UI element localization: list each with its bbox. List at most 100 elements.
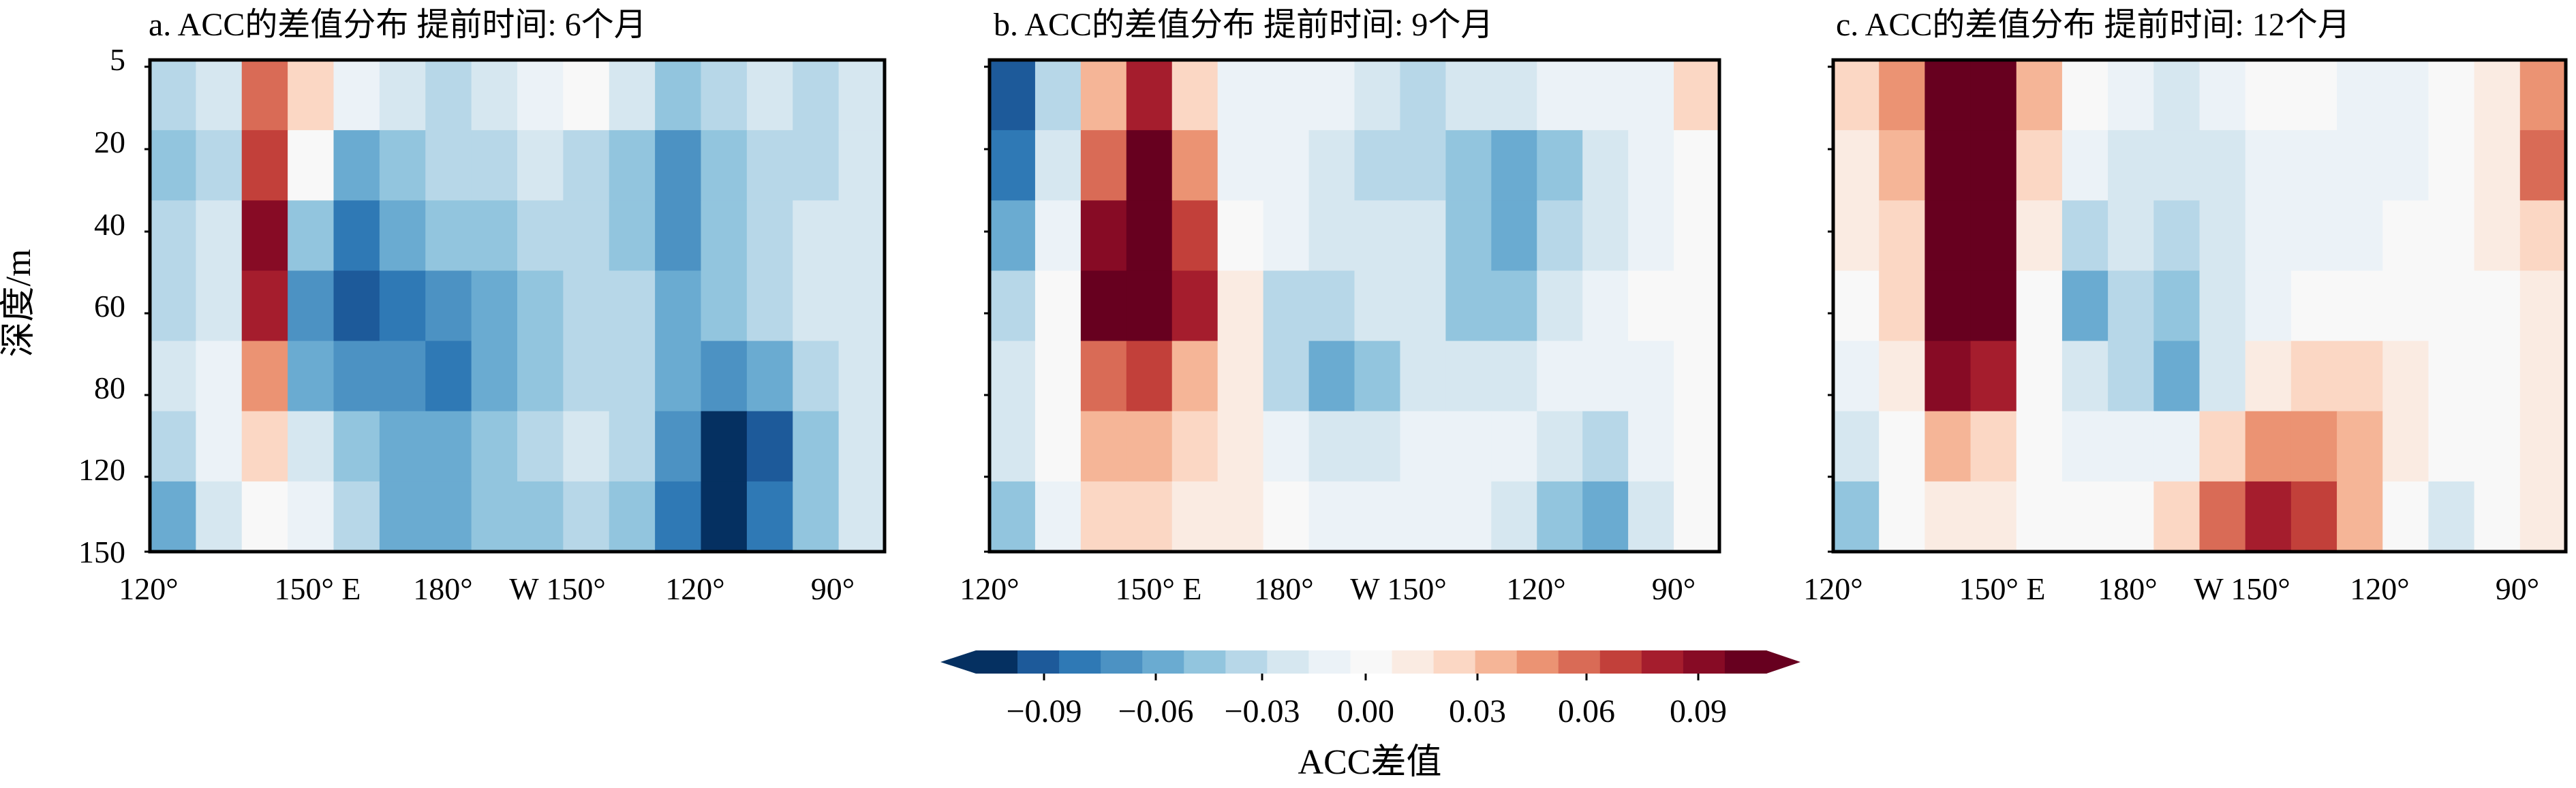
heatmap-cell (2474, 200, 2521, 272)
heatmap-cell (196, 60, 243, 131)
heatmap-cell (333, 481, 380, 552)
heatmap-cell (1628, 270, 1674, 342)
colorbar-tick-label: −0.03 (1224, 693, 1300, 729)
heatmap-cell (2199, 200, 2246, 272)
heatmap-cell (2337, 130, 2383, 201)
heatmap-cell (1879, 130, 1925, 201)
x-tick-label: W 150° (1350, 571, 1446, 606)
heatmap-cell (425, 481, 472, 552)
heatmap-cell (1970, 130, 2017, 201)
heatmap-cell (1034, 270, 1082, 342)
heatmap-cell (1034, 200, 1082, 272)
heatmap-cell (1080, 60, 1127, 131)
heatmap-cell (1217, 270, 1264, 342)
heatmap-cell (1537, 411, 1583, 482)
heatmap-cell (1126, 411, 1173, 482)
heatmap-cell (2428, 481, 2475, 552)
heatmap-cell (2061, 341, 2109, 412)
x-tick-label: 90° (1652, 571, 1696, 606)
heatmap-cell (990, 200, 1036, 272)
heatmap-cell (2519, 270, 2566, 342)
heatmap-cell (1034, 411, 1082, 482)
heatmap-cell (517, 341, 564, 412)
heatmap-cell (655, 481, 702, 552)
heatmap-cell (746, 60, 793, 131)
heatmap-cell (655, 341, 702, 412)
colorbar-swatch (1641, 650, 1684, 674)
colorbar-extend-max (1766, 650, 1800, 674)
heatmap-cell (1491, 341, 1537, 412)
heatmap-cell (609, 270, 656, 342)
heatmap-cell (1400, 200, 1446, 272)
heatmap-cell (1582, 481, 1629, 552)
colorbar-swatch (1101, 650, 1143, 674)
heatmap-cell (379, 200, 426, 272)
heatmap-cell (2428, 130, 2475, 201)
heatmap-cell (2108, 411, 2154, 482)
y-tick-labels: 5 20 40 60 80 120 150 (78, 42, 125, 569)
heatmap-cell (196, 481, 243, 552)
colorbar-tick-label: −0.09 (1006, 693, 1082, 729)
heatmap-cell (838, 341, 885, 412)
heatmap-cell (1080, 481, 1127, 552)
panel-frame (987, 58, 1721, 554)
heatmap-cell (2428, 411, 2475, 482)
heatmap-cell (1925, 200, 1972, 272)
heatmap-cell (655, 200, 702, 272)
heatmap-cell (1217, 60, 1264, 131)
x-tick-label: 120° (1506, 571, 1565, 606)
heatmap-cell (2290, 60, 2337, 131)
heatmap-cell (1445, 270, 1492, 342)
heatmap-cell (2016, 341, 2063, 412)
heatmap-cell (1833, 481, 1880, 552)
heatmap-cell (379, 130, 426, 201)
heatmap-cell (2016, 481, 2063, 552)
x-tick-label: 120° (665, 571, 724, 606)
heatmap-cell (333, 270, 380, 342)
heatmap-cell (2016, 130, 2063, 201)
heatmap-cell (1925, 481, 1972, 552)
heatmap-cell (241, 481, 288, 552)
heatmap-cell (379, 481, 426, 552)
heatmap-cell (2108, 341, 2154, 412)
heatmap-cell (2382, 341, 2429, 412)
colorbar-tick-labels: −0.09 −0.06 −0.03 0.00 0.03 0.06 0.09 (1006, 693, 1727, 729)
colorbar-swatch (1350, 650, 1393, 674)
heatmap-cell (1674, 341, 1720, 412)
heatmap-cell (793, 270, 840, 342)
heatmap-cell (1628, 130, 1674, 201)
heatmap-cell (990, 481, 1036, 552)
x-tick-label: W 150° (2194, 571, 2290, 606)
heatmap-cell (655, 130, 702, 201)
heatmap-cell (241, 130, 288, 201)
panel-frame (1831, 58, 2568, 554)
heatmap-cell (1970, 411, 2017, 482)
heatmap-cell (379, 411, 426, 482)
y-tick-label: 60 (94, 289, 125, 324)
heatmap-cell (563, 481, 610, 552)
heatmap-cell (563, 270, 610, 342)
y-axis-label: 深度/m (0, 249, 38, 358)
colorbar-tick-label: −0.06 (1118, 693, 1193, 729)
heatmap-cell (2290, 341, 2337, 412)
heatmap-cell (746, 341, 793, 412)
heatmap-cell (379, 270, 426, 342)
heatmap-cell (1879, 411, 1925, 482)
heatmap-cell (1263, 341, 1310, 412)
heatmap-cell (2519, 130, 2566, 201)
heatmap-cell (1833, 411, 1880, 482)
heatmap-cell (609, 481, 656, 552)
heatmap-cell (1308, 200, 1355, 272)
panel-a: a. ACC的差值分布 提前时间: 6个月 120° 150° E 180° W… (119, 7, 887, 606)
heatmap-cell (1628, 200, 1674, 272)
heatmap-cell (241, 341, 288, 412)
heatmap-cell (1400, 60, 1446, 131)
heatmap-cell (288, 481, 335, 552)
heatmap-cell (701, 411, 748, 482)
colorbar-label: ACC差值 (1298, 743, 1442, 782)
heatmap-cell (655, 60, 702, 131)
heatmap-cell (471, 341, 518, 412)
heatmap-cell (1674, 60, 1720, 131)
heatmap-cell (1445, 481, 1492, 552)
colorbar-tick-label: 0.03 (1449, 693, 1506, 729)
